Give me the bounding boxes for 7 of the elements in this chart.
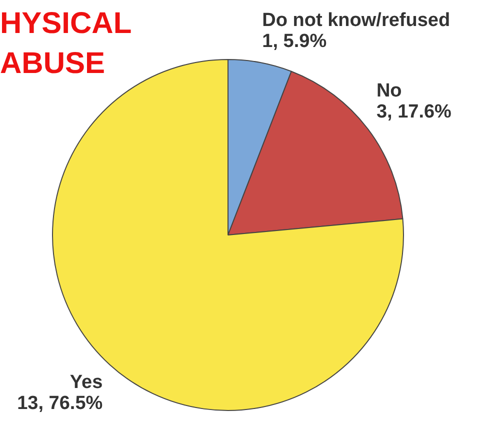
slice-label: Yes: [70, 372, 103, 394]
slice-label: No: [376, 80, 402, 102]
text: HYSICAL ABUSE: [0, 6, 132, 82]
slice-label: Do not know/refused: [262, 10, 450, 31]
data-label: 13, 76.5%: [17, 393, 103, 414]
data-label: 1, 5.9%: [262, 30, 327, 52]
data-label: 3, 17.6%: [376, 102, 452, 123]
